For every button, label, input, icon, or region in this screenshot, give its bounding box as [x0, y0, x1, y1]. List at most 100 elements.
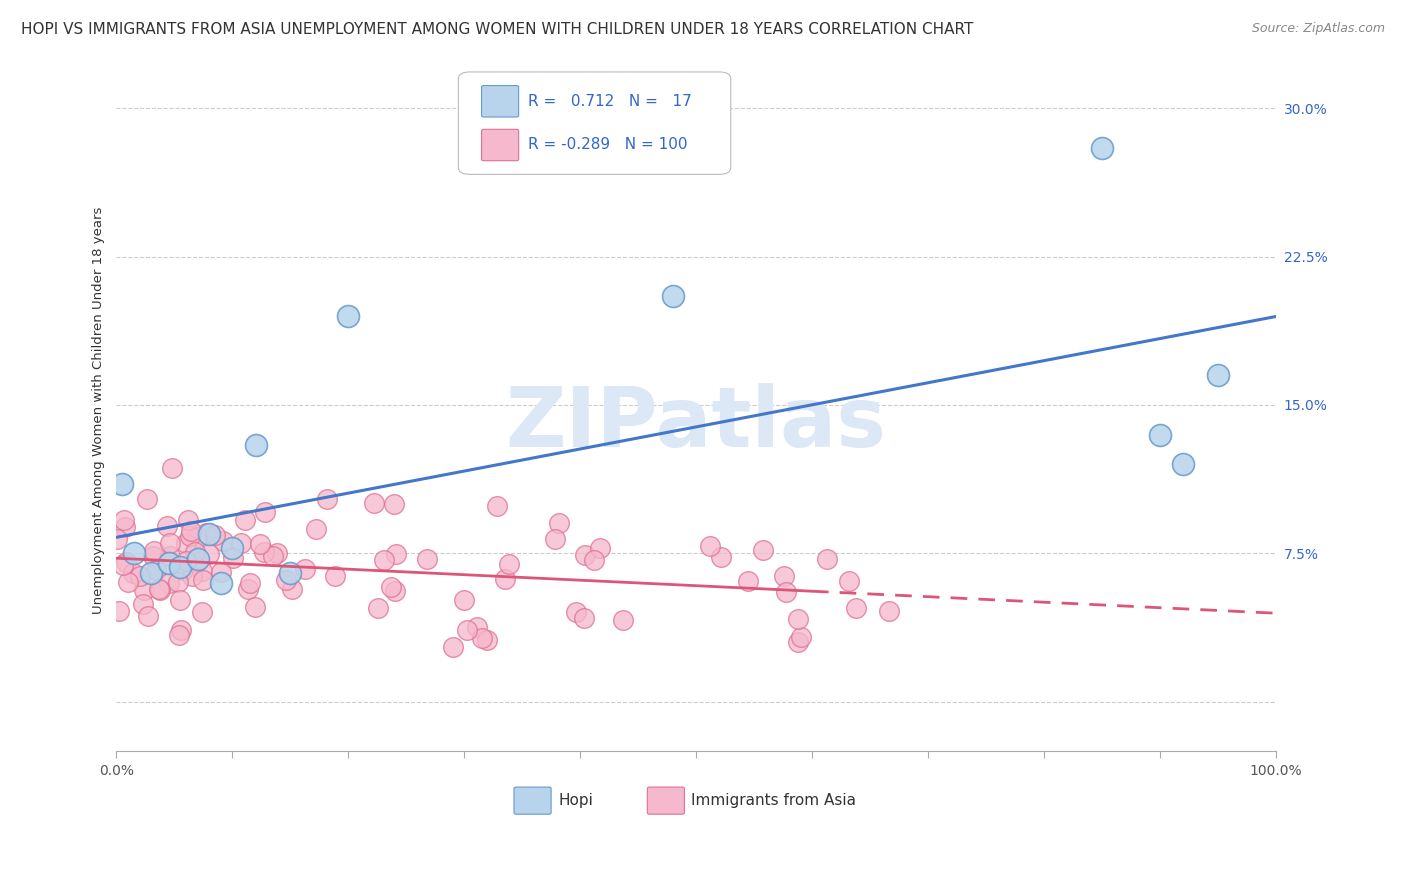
Point — [453, 592, 475, 607]
Point — [180, 524, 202, 538]
Point — [157, 575, 180, 590]
Point — [699, 539, 721, 553]
Text: Hopi: Hopi — [558, 793, 593, 808]
Point — [384, 498, 406, 512]
Point — [170, 624, 193, 638]
Point — [160, 460, 183, 475]
Point — [174, 536, 197, 550]
Point — [253, 545, 276, 559]
Point — [111, 477, 134, 491]
Point — [316, 491, 339, 506]
Point — [111, 558, 134, 572]
Point — [565, 606, 588, 620]
Point — [662, 289, 685, 303]
Point — [373, 553, 395, 567]
Point — [134, 582, 156, 597]
Point — [239, 575, 262, 590]
Point — [179, 529, 201, 543]
Point — [156, 519, 179, 533]
Text: Source: ZipAtlas.com: Source: ZipAtlas.com — [1251, 22, 1385, 36]
Point — [211, 534, 233, 549]
Point — [1149, 427, 1171, 442]
Point — [367, 601, 389, 615]
Point — [589, 541, 612, 555]
Point — [142, 549, 165, 564]
Point — [274, 574, 297, 588]
Point — [385, 547, 408, 561]
Point — [1091, 141, 1114, 155]
Point — [363, 496, 385, 510]
Point — [456, 623, 478, 637]
FancyBboxPatch shape — [647, 787, 685, 814]
Point — [112, 512, 135, 526]
Point — [117, 575, 139, 590]
Point — [159, 535, 181, 549]
Point — [245, 437, 267, 451]
Point — [136, 609, 159, 624]
Point — [128, 568, 150, 582]
Point — [176, 554, 198, 568]
Point — [384, 584, 406, 599]
Point — [149, 582, 172, 597]
Point — [249, 536, 271, 550]
Point — [145, 563, 167, 577]
Point — [108, 604, 131, 618]
Point — [815, 551, 838, 566]
Point — [172, 563, 194, 577]
Point — [191, 574, 214, 588]
Point — [176, 513, 198, 527]
Point — [122, 566, 145, 580]
Point — [380, 580, 402, 594]
Point — [238, 582, 260, 596]
Point — [465, 620, 488, 634]
Point — [1206, 368, 1229, 383]
Point — [498, 557, 520, 571]
Text: ZIPatlas: ZIPatlas — [506, 383, 886, 464]
Point — [547, 516, 569, 530]
Point — [209, 565, 232, 579]
Point — [195, 526, 218, 541]
Point — [574, 549, 596, 563]
Point — [142, 544, 165, 558]
Point — [186, 530, 208, 544]
Point — [266, 545, 288, 559]
FancyBboxPatch shape — [458, 72, 731, 174]
FancyBboxPatch shape — [481, 129, 519, 161]
Text: HOPI VS IMMIGRANTS FROM ASIA UNEMPLOYMENT AMONG WOMEN WITH CHILDREN UNDER 18 YEA: HOPI VS IMMIGRANTS FROM ASIA UNEMPLOYMEN… — [21, 22, 973, 37]
Point — [612, 613, 634, 627]
Point — [198, 526, 221, 541]
Point — [486, 499, 509, 513]
Text: Immigrants from Asia: Immigrants from Asia — [692, 793, 856, 808]
Point — [135, 491, 157, 506]
Point — [787, 635, 810, 649]
Point — [243, 600, 266, 615]
Point — [122, 546, 145, 560]
Point — [305, 522, 328, 536]
Point — [441, 640, 464, 655]
Text: R = -0.289   N = 100: R = -0.289 N = 100 — [527, 137, 688, 153]
Point — [132, 597, 155, 611]
Point — [415, 552, 437, 566]
Point — [169, 560, 191, 574]
Point — [323, 569, 346, 583]
Point — [838, 574, 860, 589]
Point — [221, 541, 243, 555]
Point — [1171, 458, 1194, 472]
Point — [148, 582, 170, 596]
Point — [186, 555, 208, 569]
Point — [845, 600, 868, 615]
Point — [789, 631, 811, 645]
Point — [180, 568, 202, 582]
Point — [183, 544, 205, 558]
Point — [262, 549, 284, 563]
Point — [209, 576, 232, 591]
Point — [773, 569, 796, 583]
Point — [229, 535, 252, 549]
Point — [167, 575, 190, 590]
Point — [141, 566, 163, 581]
Point — [114, 520, 136, 534]
Point — [775, 584, 797, 599]
Point — [582, 552, 605, 566]
Point — [471, 631, 494, 645]
Point — [475, 633, 498, 648]
